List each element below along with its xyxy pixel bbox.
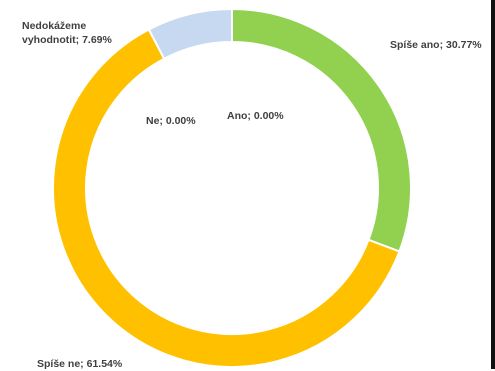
data-label-nedokazeme-vyhodnotit: Nedokážeme vyhodnotit; 7.69% <box>22 20 112 46</box>
data-label-ano: Ano; 0.00% <box>227 110 284 122</box>
slice-sp-e-ne <box>52 28 401 368</box>
slice-nedok-eme-vyhodnotit <box>147 7 233 61</box>
data-label-spise-ano: Spíše ano; 30.77% <box>390 39 482 51</box>
doughnut-slices <box>52 7 412 368</box>
frame-edge <box>491 0 495 369</box>
slice-sp-e-ano <box>231 7 412 253</box>
data-label-ne: Ne; 0.00% <box>146 115 196 127</box>
data-label-spise-ne: Spíše ne; 61.54% <box>37 358 123 370</box>
